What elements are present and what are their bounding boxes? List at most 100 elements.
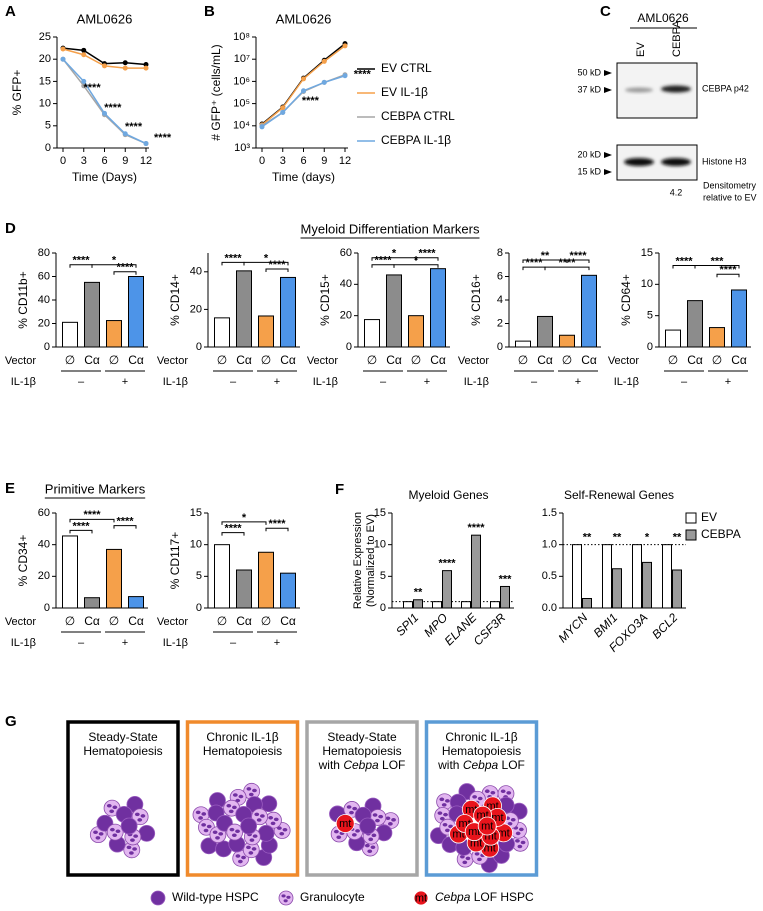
marker-arrow xyxy=(604,169,612,175)
box-title-part: Hematopoiesis xyxy=(442,744,521,758)
group-label: – xyxy=(78,637,85,649)
data-point xyxy=(301,88,306,94)
data-point xyxy=(81,52,87,58)
row-label: Vector xyxy=(5,616,37,628)
granulocyte-lobe xyxy=(372,813,378,817)
granulocyte-lobe xyxy=(95,836,101,840)
granulocyte-lobe xyxy=(333,829,339,834)
group-label: – xyxy=(380,376,387,388)
y-tick-label: 0 xyxy=(44,341,50,353)
granulocyte-lobe xyxy=(246,845,251,850)
mutant-label: mt xyxy=(484,843,496,855)
granulocyte-lobe xyxy=(259,814,265,818)
data-point xyxy=(321,79,327,85)
panel-letter: D xyxy=(5,220,16,237)
granulocyte-lobe xyxy=(439,816,445,821)
bar xyxy=(386,274,402,348)
significance-bracket xyxy=(544,266,590,271)
y-tick-label: 10⁶ xyxy=(233,75,250,87)
significance-label: **** xyxy=(72,520,90,532)
legend-swatch xyxy=(685,529,697,541)
data-point xyxy=(301,76,306,82)
granulocyte-lobe xyxy=(109,809,115,814)
granulocyte-lobe xyxy=(232,793,238,797)
y-tick-label: 15 xyxy=(641,247,653,259)
data-point xyxy=(143,65,149,71)
x-tick-label: 6 xyxy=(300,155,306,167)
y-axis-label: % CD11b+ xyxy=(16,271,30,328)
annotation: **** xyxy=(354,69,372,81)
granulocyte-lobe xyxy=(459,854,465,859)
row-label: IL-1β xyxy=(464,376,489,388)
significance-bracket xyxy=(694,265,740,269)
y-axis-label: Relative Expression xyxy=(352,512,364,609)
y-tick-label: 10 xyxy=(641,278,653,290)
box-title-part: Steady-State xyxy=(327,730,397,744)
granulocyte-lobe xyxy=(109,827,115,832)
panel-letter: G xyxy=(5,713,17,730)
legend-label-part: Granulocyte xyxy=(300,890,365,904)
row-label: IL-1β xyxy=(11,637,36,649)
bar xyxy=(672,569,682,609)
granulocyte-lobe xyxy=(515,839,520,843)
granulocyte-lobe xyxy=(370,845,376,850)
granulocyte-lobe xyxy=(349,810,354,815)
legend-label: Granulocyte xyxy=(300,890,365,904)
significance-label: **** xyxy=(418,248,436,260)
data-point xyxy=(321,58,327,64)
x-tick-label: 9 xyxy=(321,155,327,167)
granulocyte-lobe xyxy=(500,789,506,794)
y-tick-label: 2 xyxy=(497,317,503,329)
granulocyte-lobe xyxy=(228,809,234,814)
blot-band xyxy=(661,158,691,166)
legend-label: Cebpa LOF HSPC xyxy=(435,890,534,904)
group-label: + xyxy=(575,376,581,388)
granulocyte-lobe xyxy=(355,829,360,833)
bar xyxy=(442,570,452,609)
box-title: Chronic IL-1β xyxy=(445,730,517,744)
mutant-label: mt xyxy=(339,818,351,830)
y-tick-label: 10⁴ xyxy=(233,120,250,132)
significance-bracket xyxy=(415,257,439,261)
y-tick-label: 60 xyxy=(340,247,352,259)
box-title-part: Steady-State xyxy=(88,730,158,744)
wild-type-hspc xyxy=(359,817,377,835)
granulocyte-lobe xyxy=(218,832,224,836)
box-title-part: Hematopoiesis xyxy=(322,744,401,758)
mutant-label: mt xyxy=(468,826,480,838)
granulocyte-lobe xyxy=(215,836,220,840)
granulocyte-lobe xyxy=(515,831,521,836)
box-title: Steady-State xyxy=(327,730,397,744)
granulocyte-lobe xyxy=(140,814,146,818)
y-tick-label: 10 xyxy=(39,98,51,110)
significance-label: ** xyxy=(583,532,592,544)
granulocyte-lobe xyxy=(465,856,471,861)
granulocyte-lobe xyxy=(375,818,380,823)
group-label: – xyxy=(531,376,538,388)
data-point xyxy=(342,43,348,49)
significance-label: ** xyxy=(673,532,682,544)
y-tick-label: 10 xyxy=(190,539,202,551)
y-axis-label: % CD14+ xyxy=(168,274,182,326)
x-tick-label: 6 xyxy=(101,155,107,167)
significance-label: **** xyxy=(116,516,134,528)
category-label: Cα xyxy=(128,353,144,367)
significance-bracket xyxy=(221,521,267,525)
bar xyxy=(128,276,144,348)
category-label: ∅ xyxy=(367,353,377,367)
box-title-part: Chronic IL-1β xyxy=(445,730,517,744)
chart-title: AML0626 xyxy=(276,11,332,26)
y-axis-label: % CD15+ xyxy=(318,274,332,326)
y-tick-label: 0 xyxy=(196,602,202,614)
y-tick-label: 0 xyxy=(44,602,50,614)
category-label: Cα xyxy=(537,353,553,367)
granulocyte-lobe xyxy=(212,830,218,834)
x-tick-label: 9 xyxy=(122,155,128,167)
row-label: Vector xyxy=(458,355,490,367)
category-label: ∅ xyxy=(109,614,119,628)
mw-marker: 50 kD xyxy=(577,67,601,77)
row-label: Vector xyxy=(608,355,640,367)
bar xyxy=(612,568,622,609)
group-label: – xyxy=(78,376,85,388)
y-tick-label: 1.0 xyxy=(542,539,557,551)
